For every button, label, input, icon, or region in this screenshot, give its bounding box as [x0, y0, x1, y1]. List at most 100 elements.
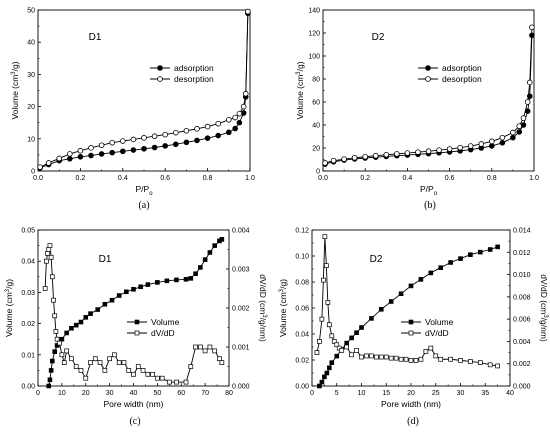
data-point	[369, 316, 374, 321]
data-point	[162, 131, 169, 138]
data-point	[314, 350, 320, 355]
data-point	[408, 283, 414, 289]
data-point	[130, 147, 137, 153]
data-point	[155, 280, 160, 285]
data-point	[77, 154, 84, 160]
legend-label: dV/dD	[151, 328, 175, 338]
panel-caption: (a)	[138, 200, 149, 211]
data-point	[59, 352, 65, 358]
data-point	[359, 325, 364, 330]
data-point	[362, 153, 369, 160]
data-point	[428, 345, 434, 351]
series-dv-dd	[42, 243, 225, 385]
data-point	[48, 368, 54, 373]
data-point	[107, 356, 112, 362]
legend-label: Volume	[151, 317, 180, 327]
data-point	[98, 151, 105, 157]
data-point	[112, 352, 117, 358]
chart-panel-4: 0 5 10 15 20 25 30 35 40 0.00 0.02 0.04 0.06 0.08 0.10…	[278, 228, 549, 428]
series-line	[44, 245, 223, 383]
y-tick-label: 60	[312, 100, 320, 107]
y-tick-label: 0.01	[21, 352, 35, 359]
data-point	[393, 355, 399, 361]
data-point	[344, 340, 349, 346]
data-point	[369, 353, 374, 359]
data-point	[116, 293, 122, 298]
y-tick-label: 0.04	[21, 259, 35, 266]
data-point	[245, 8, 251, 15]
data-point	[50, 358, 55, 364]
data-point	[212, 243, 217, 248]
data-point	[425, 148, 432, 155]
data-point	[317, 339, 322, 344]
y2-tick-label: 0.014	[513, 228, 531, 235]
x-axis-label: P/Po	[135, 184, 153, 197]
y2-tick-label: 0.006	[513, 317, 531, 324]
data-point	[349, 352, 354, 358]
data-point	[418, 356, 424, 362]
y-tick-label: 80	[312, 77, 320, 84]
legend-marker	[408, 319, 414, 325]
data-point	[151, 144, 158, 151]
x-axis-label: Pore width (nm)	[381, 399, 441, 409]
y-tick-label: 20	[312, 146, 320, 153]
x-tick-label: 0	[310, 390, 314, 397]
data-point	[173, 129, 179, 136]
data-point	[109, 149, 115, 156]
y2-tick-label: 0.004	[513, 339, 531, 346]
x-tick-label: 40	[130, 390, 138, 397]
y-tick-label: 0.08	[295, 280, 309, 287]
data-point	[215, 120, 222, 127]
data-point	[73, 322, 79, 328]
data-point	[341, 156, 347, 162]
plot-frame	[322, 9, 535, 172]
data-point	[446, 146, 453, 152]
data-point	[141, 135, 147, 141]
legend-label: desorption	[442, 74, 482, 84]
data-point	[78, 319, 84, 325]
data-point	[448, 356, 453, 362]
y-tick-label: 0.10	[295, 254, 309, 261]
y-tick-label: 0.02	[21, 321, 35, 328]
y-tick-label: 0	[31, 169, 35, 176]
data-point	[188, 364, 194, 369]
data-point	[183, 139, 190, 146]
x-tick-label: 35	[481, 390, 489, 397]
x-tick-label: 0.6	[445, 175, 455, 182]
data-point	[215, 132, 222, 139]
chart-panel-2: 0.0 0.2 0.4 0.6 0.8 1.0 0 20 40 60 80 100 120 140 P/Po…	[295, 8, 539, 212]
data-point	[322, 374, 327, 380]
y2-tick-label: 0.010	[513, 272, 531, 279]
panel-caption: (b)	[424, 200, 436, 211]
panel-label: D2	[370, 254, 383, 265]
y-tick-label: 50	[27, 8, 35, 15]
series-line	[319, 246, 498, 387]
data-point	[135, 364, 141, 369]
data-point	[102, 301, 108, 307]
x-tick-label: 30	[457, 390, 465, 397]
data-point	[51, 297, 56, 303]
x-tick-label: 0.0	[318, 175, 328, 182]
x-tick-label: 50	[153, 390, 161, 397]
data-point	[319, 316, 325, 322]
legend-label: adsorption	[174, 63, 214, 73]
data-point	[67, 155, 73, 162]
data-point	[236, 110, 243, 117]
series-line	[39, 13, 249, 169]
data-point	[438, 265, 444, 271]
data-point	[404, 150, 411, 156]
data-point	[102, 368, 108, 373]
data-point	[198, 265, 203, 270]
chart-panel-1: 0.0 0.2 0.4 0.6 0.8 1.0 0 10 20 30 40 50 P/Po Volume …	[10, 8, 255, 212]
data-point	[418, 277, 424, 282]
data-point	[204, 123, 211, 130]
x-tick-label: 0.2	[360, 175, 370, 182]
data-point	[162, 143, 169, 149]
data-point	[120, 138, 126, 144]
x-tick-label: 25	[432, 390, 440, 397]
data-point	[151, 133, 158, 140]
series-adsorption	[37, 10, 251, 171]
data-point	[495, 363, 500, 369]
data-point	[468, 359, 473, 364]
